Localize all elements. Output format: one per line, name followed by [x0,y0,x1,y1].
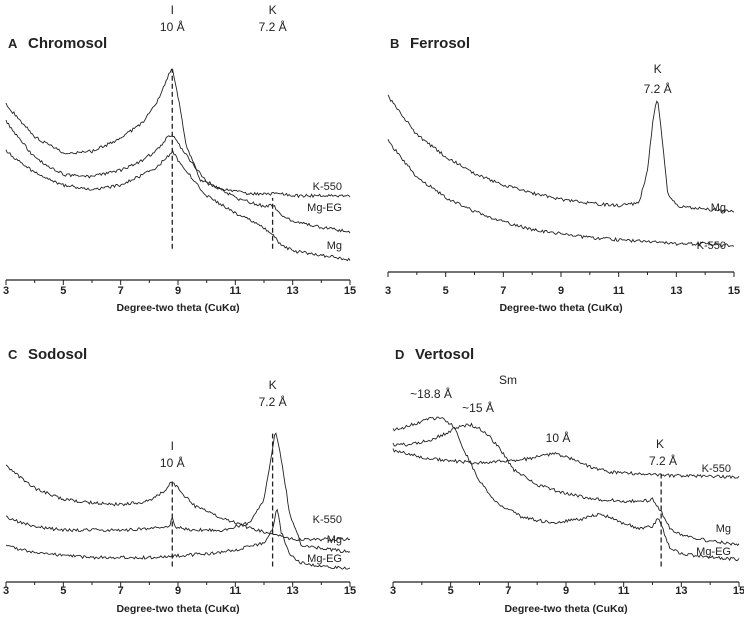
x-tick-label: 13 [675,585,687,597]
x-tick-label: 9 [175,585,181,597]
x-tick-label: 9 [175,285,181,297]
x-tick-label: 13 [670,285,682,297]
x-tick-label: 5 [60,585,66,597]
series-label: K-550 [313,181,342,193]
peak-annotation: 7.2 Å [644,81,672,96]
x-axis-label: Degree-two theta (CuKα) [504,603,627,615]
x-tick-label: 11 [618,585,630,597]
peak-annotation: K [269,3,277,17]
x-tick-label: 5 [448,585,454,597]
x-tick-label: 15 [728,285,740,297]
series-label: Mg [327,240,342,252]
panel-title: Ferrosol [410,35,470,52]
x-tick-label: 3 [385,285,391,297]
peak-annotation: Sm [499,373,517,387]
panel-b: B Ferrosol 3 5 7 9 11 13 15 Degree-two theta (CuK… [385,35,740,314]
peak-annotation: I [171,3,174,17]
x-tick-label: 15 [733,585,744,597]
x-tick-label: 7 [118,285,124,297]
x-tick-label: 15 [344,285,356,297]
x-tick-label: 7 [118,585,124,597]
series-label: Mg [327,534,342,546]
panel-title: Sodosol [28,346,87,363]
x-tick-label: 3 [3,285,9,297]
series-line-mg [5,432,351,553]
x-tick-label: 11 [230,285,242,297]
peak-annotation: K [269,378,277,392]
x-tick-label: 3 [3,585,9,597]
panel-c: C Sodosol 3 5 7 9 11 13 15 Degree-two theta (CuKα… [3,346,356,615]
x-tick-label: 3 [390,585,396,597]
peak-annotation: ~15 Å [462,400,494,415]
panel-letter: B [390,36,399,51]
x-tick-label: 11 [613,285,625,297]
panel-a: A Chromosol 3 5 7 9 11 13 15 Degree-two theta (Cu… [3,3,356,314]
x-tick-label: 11 [230,585,242,597]
peak-annotation: K [654,62,662,76]
series-line-mg-eg [5,119,351,234]
peak-annotation: ~18.8 Å [410,386,452,401]
series-line-k-550 [392,448,740,479]
peak-annotation: 10 Å [546,430,571,445]
x-tick-label: 13 [287,285,299,297]
series-line-k-550 [5,68,351,199]
series-label: K-550 [702,463,731,475]
series-line-mg-eg [5,508,351,570]
series-line-mg [392,422,740,546]
panel-letter: A [8,36,18,51]
series-label: K-550 [697,240,726,252]
series-label: Mg [711,202,726,214]
peak-annotation: 7.2 Å [649,453,677,468]
panel-d: D Vertosol 3 5 7 9 11 13 15 Degree-two theta (CuK… [390,346,744,615]
series-line-mg-eg [392,416,740,562]
x-axis-label: Degree-two theta (CuKα) [116,603,239,615]
panel-title: Chromosol [28,35,107,52]
peak-annotation: 7.2 Å [259,394,287,409]
series-label: Mg-EG [696,546,731,558]
series-label: K-550 [313,514,342,526]
panel-letter: C [8,347,18,362]
peak-annotation: I [171,439,174,453]
x-tick-label: 9 [563,585,569,597]
series-label: Mg [716,523,731,535]
x-tick-label: 15 [344,585,356,597]
series-label: Mg-EG [307,202,342,214]
x-axis-label: Degree-two theta (CuKα) [116,302,239,314]
x-tick-label: 7 [505,585,511,597]
series-line-mg [387,94,735,213]
panel-letter: D [395,347,404,362]
panel-title: Vertosol [415,346,474,363]
series-line-mg [5,149,351,262]
x-tick-label: 13 [287,585,299,597]
peak-annotation: 7.2 Å [259,19,287,34]
x-tick-label: 9 [558,285,564,297]
peak-annotation: 10 Å [160,455,185,470]
x-tick-label: 5 [443,285,449,297]
peak-annotation: 10 Å [160,19,185,34]
x-tick-label: 5 [60,285,66,297]
series-label: Mg-EG [307,553,342,565]
x-tick-label: 7 [500,285,506,297]
x-axis-label: Degree-two theta (CuKα) [499,302,622,314]
peak-annotation: K [656,437,664,451]
series-line-k-550 [5,464,351,542]
series-line-k-550 [387,139,735,248]
